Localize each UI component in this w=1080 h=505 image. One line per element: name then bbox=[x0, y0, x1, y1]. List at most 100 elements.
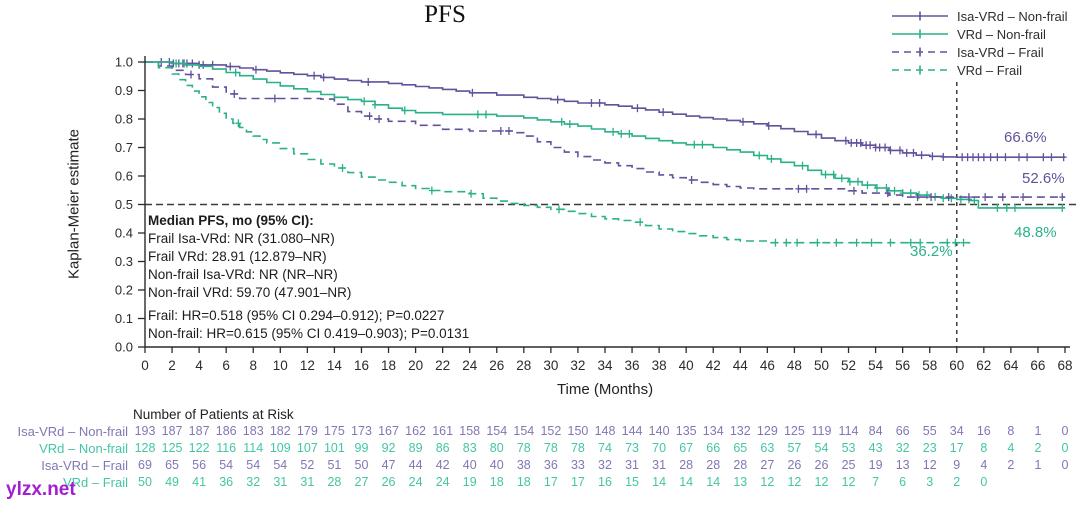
at-risk-row-label: VRd – Frail bbox=[62, 475, 128, 490]
legend-item: Isa-VRd – Non-frail bbox=[891, 7, 1068, 25]
at-risk-value: 83 bbox=[462, 441, 477, 455]
km-curve-1 bbox=[145, 61, 1065, 209]
at-risk-value: 33 bbox=[570, 458, 585, 472]
at-risk-value: 69 bbox=[138, 458, 152, 472]
at-risk-value: 0 bbox=[980, 475, 988, 489]
at-risk-value: 44 bbox=[408, 458, 423, 472]
at-risk-value: 17 bbox=[570, 475, 585, 489]
x-tick-label: 16 bbox=[354, 358, 369, 373]
at-risk-value: 154 bbox=[513, 424, 535, 438]
x-tick-label: 46 bbox=[760, 358, 775, 373]
at-risk-value: 26 bbox=[814, 458, 829, 472]
at-risk-value: 99 bbox=[354, 441, 369, 455]
at-risk-value: 109 bbox=[269, 441, 291, 455]
at-risk-value: 31 bbox=[625, 458, 639, 472]
median-pfs-lines: Frail Isa-VRd: NR (31.080–NR) Frail VRd: … bbox=[148, 230, 469, 302]
at-risk-value: 26 bbox=[787, 458, 802, 472]
x-tick-label: 36 bbox=[625, 358, 640, 373]
x-tick-label: 52 bbox=[841, 358, 856, 373]
legend: Isa-VRd – Non-frail VRd – Non-frail Isa-VR… bbox=[891, 7, 1068, 79]
at-risk-value: 27 bbox=[354, 475, 369, 489]
at-risk-value: 78 bbox=[570, 441, 585, 455]
at-risk-value: 28 bbox=[327, 475, 342, 489]
at-risk-value: 193 bbox=[134, 424, 156, 438]
x-tick-label: 18 bbox=[381, 358, 396, 373]
y-tick-label: 1.0 bbox=[115, 55, 133, 70]
x-tick-label: 42 bbox=[706, 358, 721, 373]
at-risk-value: 54 bbox=[814, 441, 829, 455]
x-tick-label: 14 bbox=[327, 358, 343, 373]
x-tick-label: 44 bbox=[733, 358, 749, 373]
at-risk-value: 16 bbox=[598, 475, 612, 489]
chart-title: PFS bbox=[424, 1, 466, 28]
at-risk-value: 66 bbox=[706, 441, 721, 455]
at-risk-value: 32 bbox=[246, 475, 261, 489]
at-risk-row-label: Isa-VRd – Non-frail bbox=[17, 424, 128, 439]
y-tick-label: 0.9 bbox=[115, 83, 133, 98]
at-risk-value: 140 bbox=[648, 424, 670, 438]
x-tick-label: 50 bbox=[814, 358, 829, 373]
at-risk-value: 114 bbox=[243, 441, 264, 455]
x-tick-label: 10 bbox=[273, 358, 288, 373]
at-risk-value: 134 bbox=[702, 424, 724, 438]
at-risk-value: 47 bbox=[381, 458, 396, 472]
at-risk-value: 42 bbox=[435, 458, 450, 472]
at-risk-value: 74 bbox=[598, 441, 612, 455]
x-tick-label: 34 bbox=[597, 358, 613, 373]
at-risk-value: 0 bbox=[1061, 424, 1069, 438]
x-tick-label: 62 bbox=[976, 358, 991, 373]
at-risk-value: 73 bbox=[625, 441, 639, 455]
x-tick-label: 32 bbox=[570, 358, 585, 373]
at-risk-value: 144 bbox=[621, 424, 643, 438]
at-risk-value: 125 bbox=[783, 424, 805, 438]
at-risk-value: 12 bbox=[841, 475, 856, 489]
x-tick-label: 48 bbox=[787, 358, 802, 373]
at-risk-value: 28 bbox=[679, 458, 694, 472]
legend-solid-line-icon bbox=[892, 11, 948, 21]
legend-item: Isa-VRd – Frail bbox=[891, 43, 1068, 61]
at-risk-value: 18 bbox=[489, 475, 504, 489]
median-pfs-annotation: Median PFS, mo (95% CI): Frail Isa-VRd: … bbox=[148, 212, 469, 343]
at-risk-value: 187 bbox=[188, 424, 210, 438]
at-risk-value: 161 bbox=[432, 424, 454, 438]
at-risk-value: 129 bbox=[756, 424, 778, 438]
survival-rate-label: 52.6% bbox=[1022, 170, 1065, 187]
at-risk-value: 14 bbox=[706, 475, 721, 489]
at-risk-value: 26 bbox=[381, 475, 396, 489]
at-risk-value: 4 bbox=[980, 458, 988, 472]
at-risk-value: 14 bbox=[652, 475, 667, 489]
x-tick-label: 40 bbox=[679, 358, 694, 373]
at-risk-value: 13 bbox=[895, 458, 910, 472]
at-risk-value: 50 bbox=[354, 458, 369, 472]
at-risk-value: 24 bbox=[435, 475, 450, 489]
at-risk-value: 18 bbox=[516, 475, 531, 489]
km-curve-2 bbox=[145, 61, 1065, 198]
y-tick-label: 0.3 bbox=[115, 254, 133, 269]
x-tick-label: 38 bbox=[652, 358, 667, 373]
median-pfs-annotation-header: Median PFS, mo (95% CI): bbox=[148, 213, 314, 228]
at-risk-value: 9 bbox=[953, 458, 961, 472]
x-tick-label: 2 bbox=[168, 358, 176, 373]
x-tick-label: 0 bbox=[141, 358, 149, 373]
y-tick-label: 0.1 bbox=[115, 311, 133, 326]
at-risk-value: 51 bbox=[327, 458, 342, 472]
watermark: ylzx.net bbox=[6, 479, 76, 500]
at-risk-value: 12 bbox=[760, 475, 775, 489]
at-risk-value: 173 bbox=[351, 424, 372, 438]
at-risk-value: 148 bbox=[594, 424, 616, 438]
at-risk-value: 67 bbox=[679, 441, 694, 455]
at-risk-value: 114 bbox=[838, 424, 859, 438]
at-risk-value: 89 bbox=[408, 441, 423, 455]
at-risk-value: 2 bbox=[953, 475, 961, 489]
at-risk-value: 162 bbox=[405, 424, 427, 438]
at-risk-value: 19 bbox=[868, 458, 883, 472]
at-risk-value: 38 bbox=[516, 458, 531, 472]
at-risk-value: 7 bbox=[872, 475, 880, 489]
at-risk-row-label: VRd – Non-frail bbox=[39, 441, 128, 456]
at-risk-value: 4 bbox=[1007, 441, 1015, 455]
hazard-ratio-lines: Frail: HR=0.518 (95% CI 0.294–0.912); P=… bbox=[148, 307, 469, 343]
at-risk-value: 2 bbox=[1007, 458, 1015, 472]
at-risk-value: 183 bbox=[242, 424, 264, 438]
at-risk-value: 34 bbox=[949, 424, 964, 438]
